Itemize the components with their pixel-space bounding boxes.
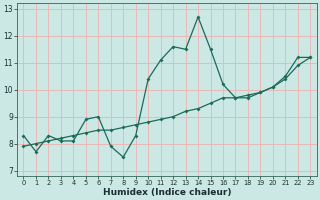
X-axis label: Humidex (Indice chaleur): Humidex (Indice chaleur)	[103, 188, 231, 197]
